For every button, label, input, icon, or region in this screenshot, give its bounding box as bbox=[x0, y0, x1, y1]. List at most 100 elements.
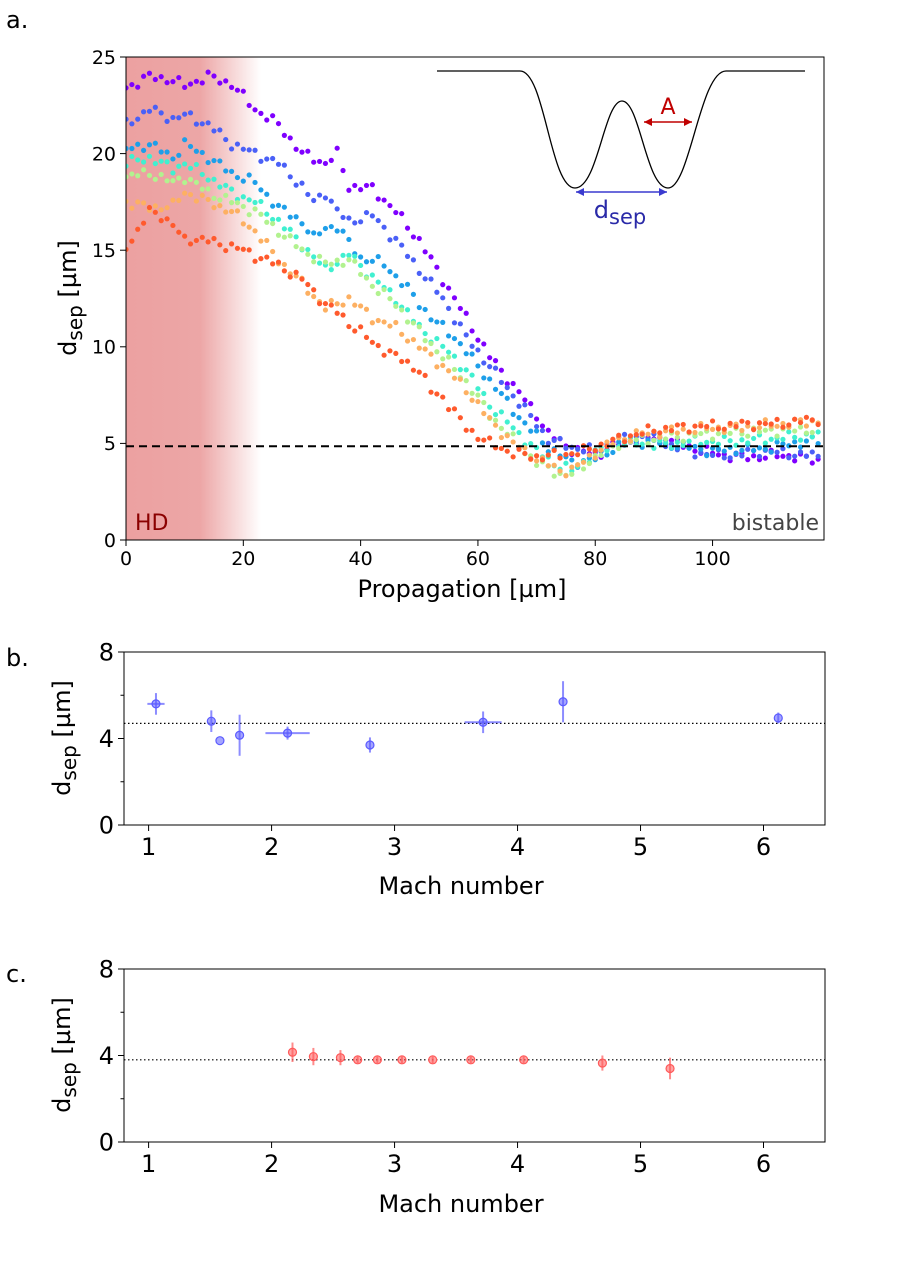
data-point bbox=[416, 235, 422, 242]
data-point bbox=[264, 156, 270, 162]
data-point bbox=[228, 168, 235, 174]
data-point bbox=[440, 319, 446, 325]
data-point bbox=[193, 78, 199, 84]
data-point bbox=[657, 430, 663, 436]
data-point bbox=[604, 439, 610, 445]
data-point bbox=[815, 440, 821, 447]
data-point bbox=[674, 422, 680, 428]
data-point bbox=[372, 1055, 382, 1065]
data-point bbox=[727, 420, 733, 426]
data-point bbox=[140, 167, 147, 173]
data-point bbox=[528, 412, 534, 419]
data-point bbox=[404, 307, 411, 313]
x-tick-label: 100 bbox=[694, 548, 730, 570]
data-point bbox=[146, 108, 153, 114]
data-point bbox=[762, 417, 768, 423]
data-point bbox=[393, 235, 399, 241]
data-point bbox=[270, 216, 276, 223]
data-point bbox=[809, 449, 815, 455]
data-point bbox=[422, 276, 428, 282]
data-point bbox=[539, 423, 546, 429]
data-point bbox=[715, 446, 722, 452]
data-point bbox=[311, 197, 317, 204]
x-tick-label: 40 bbox=[349, 548, 373, 570]
data-point bbox=[492, 365, 499, 371]
data-point bbox=[645, 441, 651, 447]
data-point bbox=[305, 191, 311, 198]
data-point bbox=[440, 394, 446, 400]
data-point bbox=[569, 464, 575, 470]
data-point bbox=[334, 310, 340, 316]
data-point bbox=[797, 437, 804, 443]
data-point bbox=[322, 225, 329, 232]
x-tick-label: 5 bbox=[633, 1150, 648, 1178]
data-point bbox=[633, 431, 639, 438]
data-point bbox=[299, 180, 305, 186]
data-point bbox=[129, 205, 135, 211]
data-point bbox=[751, 435, 757, 442]
data-point bbox=[199, 121, 205, 127]
data-point bbox=[674, 434, 680, 440]
data-point bbox=[146, 70, 153, 76]
data-point bbox=[182, 111, 188, 117]
data-point bbox=[533, 458, 540, 464]
data-point bbox=[504, 381, 510, 387]
data-point bbox=[604, 452, 610, 458]
data-point bbox=[709, 452, 716, 458]
data-point bbox=[404, 281, 411, 287]
y-tick-label: 8 bbox=[99, 956, 114, 984]
data-point bbox=[135, 199, 141, 205]
data-point bbox=[446, 285, 452, 291]
data-point bbox=[328, 267, 334, 273]
data-point bbox=[751, 447, 757, 454]
data-point bbox=[592, 448, 598, 454]
data-point bbox=[264, 254, 270, 260]
x-tick-label: 3 bbox=[387, 1150, 402, 1178]
inset-schematic: A dsep bbox=[437, 70, 805, 229]
data-point bbox=[663, 436, 669, 442]
data-point bbox=[352, 182, 358, 189]
x-tick-label: 80 bbox=[583, 548, 607, 570]
data-point bbox=[270, 261, 276, 267]
data-point bbox=[275, 202, 282, 208]
data-point bbox=[140, 200, 147, 206]
data-point bbox=[504, 385, 510, 391]
data-point bbox=[815, 453, 821, 459]
data-point bbox=[416, 369, 422, 375]
data-point bbox=[815, 429, 821, 435]
data-point bbox=[674, 430, 680, 436]
data-point bbox=[774, 449, 780, 455]
data-point bbox=[668, 437, 675, 443]
data-point bbox=[663, 424, 669, 430]
data-point bbox=[551, 437, 557, 444]
data-point bbox=[745, 433, 751, 439]
data-point bbox=[340, 312, 346, 318]
data-point bbox=[575, 452, 581, 458]
data-point bbox=[358, 219, 364, 225]
data-point bbox=[363, 334, 370, 340]
data-point bbox=[739, 447, 745, 453]
data-point bbox=[428, 254, 434, 260]
data-point bbox=[780, 446, 786, 452]
data-point bbox=[545, 452, 551, 458]
panel-b-x-label: Mach number bbox=[378, 872, 543, 900]
data-point bbox=[762, 420, 768, 427]
data-point bbox=[217, 127, 223, 133]
data-point bbox=[745, 446, 751, 452]
data-point bbox=[346, 294, 352, 300]
data-point bbox=[199, 149, 205, 156]
data-point bbox=[193, 198, 199, 204]
data-point bbox=[205, 186, 211, 192]
data-point bbox=[258, 198, 264, 205]
panel-c-label: c. bbox=[6, 960, 27, 988]
data-point bbox=[140, 159, 147, 165]
data-point bbox=[475, 436, 481, 443]
data-point bbox=[311, 259, 317, 265]
data-point bbox=[668, 441, 675, 447]
hd-label: HD bbox=[135, 511, 168, 536]
data-point bbox=[228, 241, 235, 247]
data-point bbox=[434, 264, 440, 270]
data-point bbox=[193, 237, 199, 244]
data-point bbox=[528, 456, 534, 462]
data-point bbox=[252, 107, 258, 113]
